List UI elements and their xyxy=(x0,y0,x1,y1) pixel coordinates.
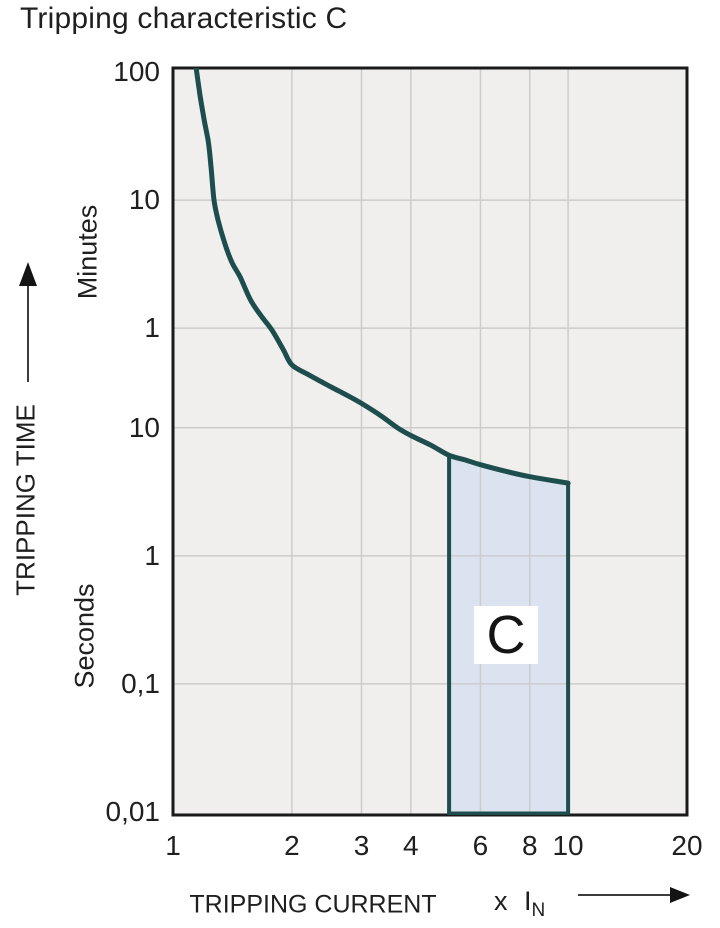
plot-border xyxy=(171,66,689,817)
y-tick-label: 0,1 xyxy=(121,667,160,699)
gridlines xyxy=(174,69,686,814)
y-axis-up-arrow-icon xyxy=(17,260,39,384)
x-tick-label: 1 xyxy=(165,830,181,861)
y-tick-label: 10 xyxy=(128,411,160,443)
y-axis-unit-minutes: Minutes xyxy=(72,204,103,300)
y-tick-label: 1 xyxy=(144,312,160,344)
x-tick-label: 6 xyxy=(472,830,489,861)
region-label: C xyxy=(486,605,526,665)
y-tick-label: 100 xyxy=(113,56,160,87)
x-axis-unit-text: x I xyxy=(494,886,532,916)
x-tick-label: 4 xyxy=(403,830,419,861)
x-tick-label: 10 xyxy=(552,830,584,861)
x-axis-right-arrow-icon xyxy=(576,885,692,905)
y-tick-label: 1 xyxy=(144,539,160,571)
trip-curve xyxy=(193,68,571,486)
chart-title: Tripping characteristic C xyxy=(20,2,348,35)
x-axis-unit-subscript: N xyxy=(531,900,546,921)
y-tick-label: 10 xyxy=(128,184,160,216)
x-tick-label: 20 xyxy=(671,830,703,861)
x-tick-label: 8 xyxy=(521,830,538,861)
plot-background xyxy=(173,68,687,815)
x-tick-label: 3 xyxy=(353,830,370,861)
y-tick-label: 0,01 xyxy=(105,796,161,827)
region-label-box: C xyxy=(474,605,538,665)
x-axis-label: TRIPPING CURRENT xyxy=(189,890,437,919)
x-tick-label: 2 xyxy=(284,830,300,861)
x-axis-unit: x IN xyxy=(494,886,545,922)
